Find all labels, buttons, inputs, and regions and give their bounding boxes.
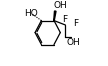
Text: OH: OH [67, 38, 80, 47]
Text: F: F [62, 15, 67, 24]
Text: OH: OH [54, 1, 68, 10]
Polygon shape [54, 11, 56, 21]
Text: HO: HO [24, 9, 37, 18]
Text: F: F [73, 19, 78, 28]
